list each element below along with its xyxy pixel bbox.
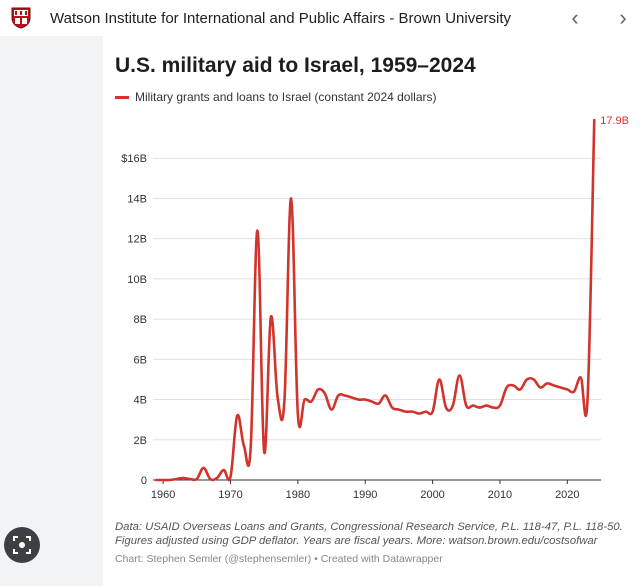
line-chart: 0 2B 4B 6B 8B 10B 12B 14B $16B 1960 1970 1980 1990 20… xyxy=(121,115,629,501)
end-value-label: 17.9B xyxy=(600,115,629,127)
x-tick-label: 1960 xyxy=(151,489,175,501)
x-tick-label: 2020 xyxy=(555,489,579,501)
chevron-right-icon[interactable]: › xyxy=(619,5,627,30)
y-tick-label: 8B xyxy=(134,314,147,326)
y-tick-label: 10B xyxy=(127,274,147,286)
y-tick-label: 12B xyxy=(127,234,147,246)
chart-legend: Military grants and loans to Israel (con… xyxy=(115,90,436,104)
x-tick-label: 1990 xyxy=(353,489,377,501)
chevron-left-icon[interactable]: ‹ xyxy=(571,5,579,30)
chart-title: U.S. military aid to Israel, 1959–2024 xyxy=(115,54,476,77)
site-title[interactable]: Watson Institute for International and P… xyxy=(50,9,512,27)
left-margin xyxy=(0,36,103,586)
x-tick-label: 2010 xyxy=(488,489,512,501)
y-tick-label: 4B xyxy=(134,395,147,407)
y-tick-label: 2B xyxy=(134,435,147,447)
y-tick-label: 0 xyxy=(141,475,147,487)
image-search-icon[interactable] xyxy=(4,527,40,563)
y-tick-label: 6B xyxy=(134,354,147,366)
y-tick-label: 14B xyxy=(127,193,147,205)
x-tick-label: 2000 xyxy=(420,489,444,501)
watson-shield-icon xyxy=(10,7,32,29)
series-line-military-aid xyxy=(155,118,596,482)
y-tick-label: $16B xyxy=(121,153,147,165)
chart-footnote: Data: USAID Overseas Loans and Grants, C… xyxy=(115,521,623,547)
x-tick-label: 1970 xyxy=(218,489,242,501)
legend-swatch xyxy=(115,95,129,99)
chart-card: U.S. military aid to Israel, 1959–2024 M… xyxy=(103,36,644,586)
page-header: Watson Institute for International and P… xyxy=(0,0,644,36)
x-tick-label: 1980 xyxy=(286,489,310,501)
chart-credit: Chart: Stephen Semler (@stephensemler) •… xyxy=(115,553,443,565)
legend-label: Military grants and loans to Israel (con… xyxy=(135,90,437,104)
